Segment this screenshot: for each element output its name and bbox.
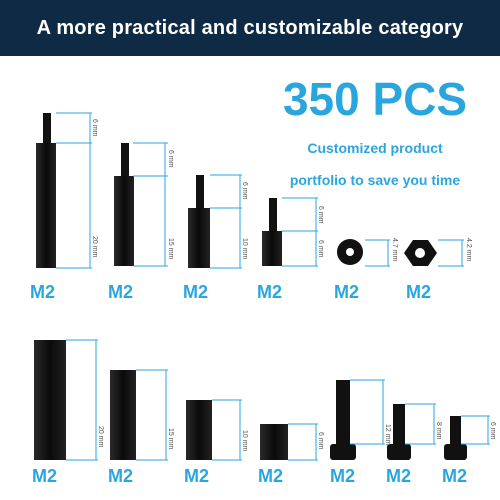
label-row2-2: M2 [108,466,134,486]
standoff-m2-6-20 [36,113,56,268]
label-row1-1: M2 [30,282,56,302]
title-banner: A more practical and customizable catego… [0,0,500,56]
dim-row1-1a: 6 mm [91,119,98,137]
label-row2-7: M2 [442,466,468,486]
standoff-m2-6-15 [114,143,134,266]
label-row2-1: M2 [32,466,58,486]
subtitle-line-1: Customized product [307,140,443,156]
standoff-ff-20 [34,340,66,460]
standoff-m2-6-10 [188,175,210,268]
standoff-m2-6-6 [262,198,282,266]
standoff-ff-10 [186,400,212,460]
washer-m2 [337,239,363,265]
dim-row1-2a: 6 mm [167,150,174,168]
label-row2-5: M2 [330,466,356,486]
label-row1-3: M2 [183,282,209,302]
label-row1-6: M2 [406,282,432,302]
label-row1-5: M2 [334,282,360,302]
dim-row2-6: 8 mm [435,422,442,440]
dim-row2-2: 15 mm [167,428,174,450]
piece-count-headline: 350 PCS [282,73,468,125]
dim-row2-5: 12 mm [384,424,391,446]
row1-dimension-lines [56,112,464,269]
dim-row2-1: 20 mm [97,426,104,448]
dim-row1-1b: 20 mm [91,236,98,258]
dim-row2-3: 10 mm [241,430,248,452]
label-row2-6: M2 [386,466,412,486]
standoff-ff-6 [260,424,288,460]
label-row2-4: M2 [258,466,284,486]
dim-row1-4b: 6 mm [317,240,324,258]
dim-nut: 4.2 mm [465,238,472,262]
screw-m2-8 [387,404,411,460]
label-row1-2: M2 [108,282,134,302]
screw-m2-12 [330,380,356,460]
hex-nut-m2 [404,240,437,266]
dim-row2-7: 6 mm [489,422,496,440]
dim-row2-4: 6 mm [317,432,324,450]
label-row1-4: M2 [257,282,283,302]
banner-title: A more practical and customizable catego… [36,17,464,39]
screw-m2-6 [444,416,467,460]
row2-dimension-lines [66,339,490,461]
subtitle-line-2: portfolio to save you time [289,172,461,188]
standoff-ff-15 [110,370,136,460]
dim-row1-3a: 6 mm [241,182,248,200]
dim-washer: 4.7 mm [391,238,398,262]
dim-row1-3b: 10 mm [241,238,248,260]
dim-row1-2b: 15 mm [167,238,174,260]
dim-row1-4a: 6 mm [317,206,324,224]
label-row2-3: M2 [184,466,210,486]
